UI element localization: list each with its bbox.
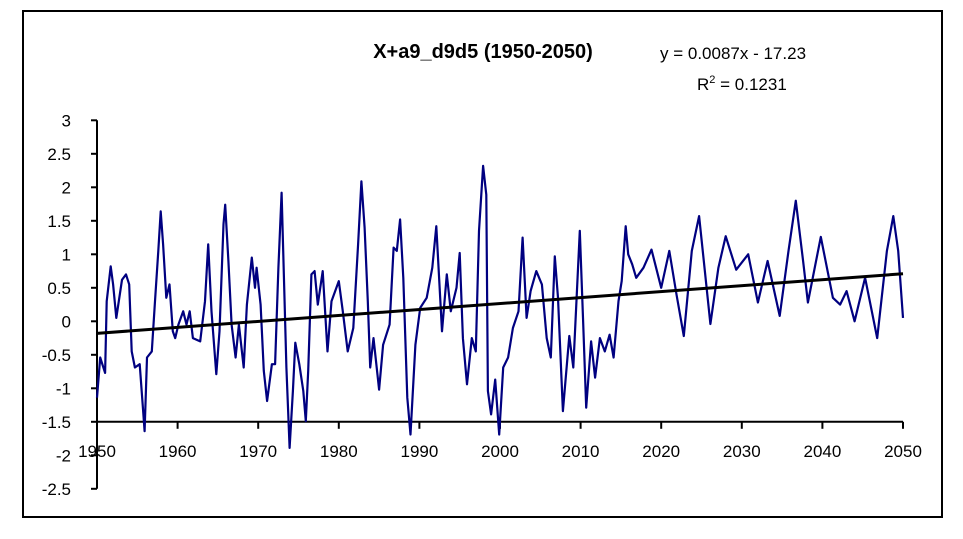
x-tick-label: 1970 bbox=[239, 442, 277, 461]
y-tick-label: 1.5 bbox=[47, 212, 71, 231]
data-series-line bbox=[95, 164, 905, 449]
y-tick-label: 3 bbox=[62, 111, 71, 130]
y-tick-label: 0.5 bbox=[47, 279, 71, 298]
x-tick-label: 2050 bbox=[884, 442, 922, 461]
x-tick-label: 2030 bbox=[723, 442, 761, 461]
y-tick-label: 0 bbox=[62, 312, 71, 331]
x-tick-label: 2010 bbox=[562, 442, 600, 461]
x-tick-label: 2020 bbox=[642, 442, 680, 461]
chart-title: X+a9_d9d5 (1950-2050) bbox=[373, 41, 593, 63]
y-tick-label: -1.5 bbox=[42, 413, 71, 432]
y-tick-label: -1 bbox=[56, 379, 71, 398]
trendline-r-squared: R2 = 0.1231 bbox=[697, 74, 787, 94]
x-tick-label: 1980 bbox=[320, 442, 358, 461]
y-tick-label: -2.5 bbox=[42, 480, 71, 499]
y-tick-label: -0.5 bbox=[42, 346, 71, 365]
x-tick-label: 1950 bbox=[78, 442, 116, 461]
y-tick-label: 1 bbox=[62, 245, 71, 264]
x-tick-label: 1960 bbox=[159, 442, 197, 461]
chart-frame bbox=[22, 10, 943, 518]
x-tick-label: 2040 bbox=[803, 442, 841, 461]
y-tick-label: 2.5 bbox=[47, 145, 71, 164]
x-tick-label: 2000 bbox=[481, 442, 519, 461]
trendline-equation: y = 0.0087x - 17.23 bbox=[660, 44, 806, 63]
x-tick-label: 1990 bbox=[400, 442, 438, 461]
y-tick-label: -2 bbox=[56, 446, 71, 465]
y-tick-label: 2 bbox=[62, 178, 71, 197]
trendline bbox=[96, 272, 904, 335]
